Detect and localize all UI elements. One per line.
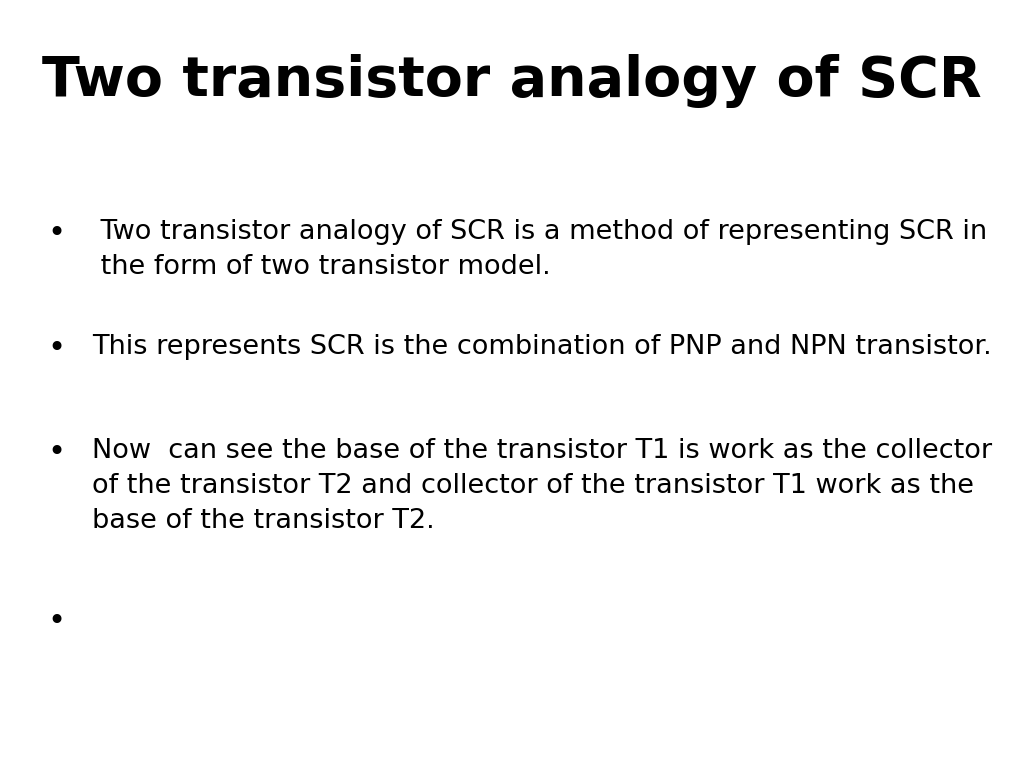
Text: Two transistor analogy of SCR is a method of representing SCR in
 the form of tw: Two transistor analogy of SCR is a metho…: [92, 219, 987, 280]
Text: •: •: [47, 607, 66, 636]
Text: •: •: [47, 438, 66, 467]
Text: •: •: [47, 219, 66, 248]
Text: This represents SCR is the combination of PNP and NPN transistor.: This represents SCR is the combination o…: [92, 334, 992, 360]
Text: •: •: [47, 334, 66, 363]
Text: Two transistor analogy of SCR: Two transistor analogy of SCR: [42, 54, 982, 108]
Text: Now  can see the base of the transistor T1 is work as the collector
of the trans: Now can see the base of the transistor T…: [92, 438, 992, 534]
